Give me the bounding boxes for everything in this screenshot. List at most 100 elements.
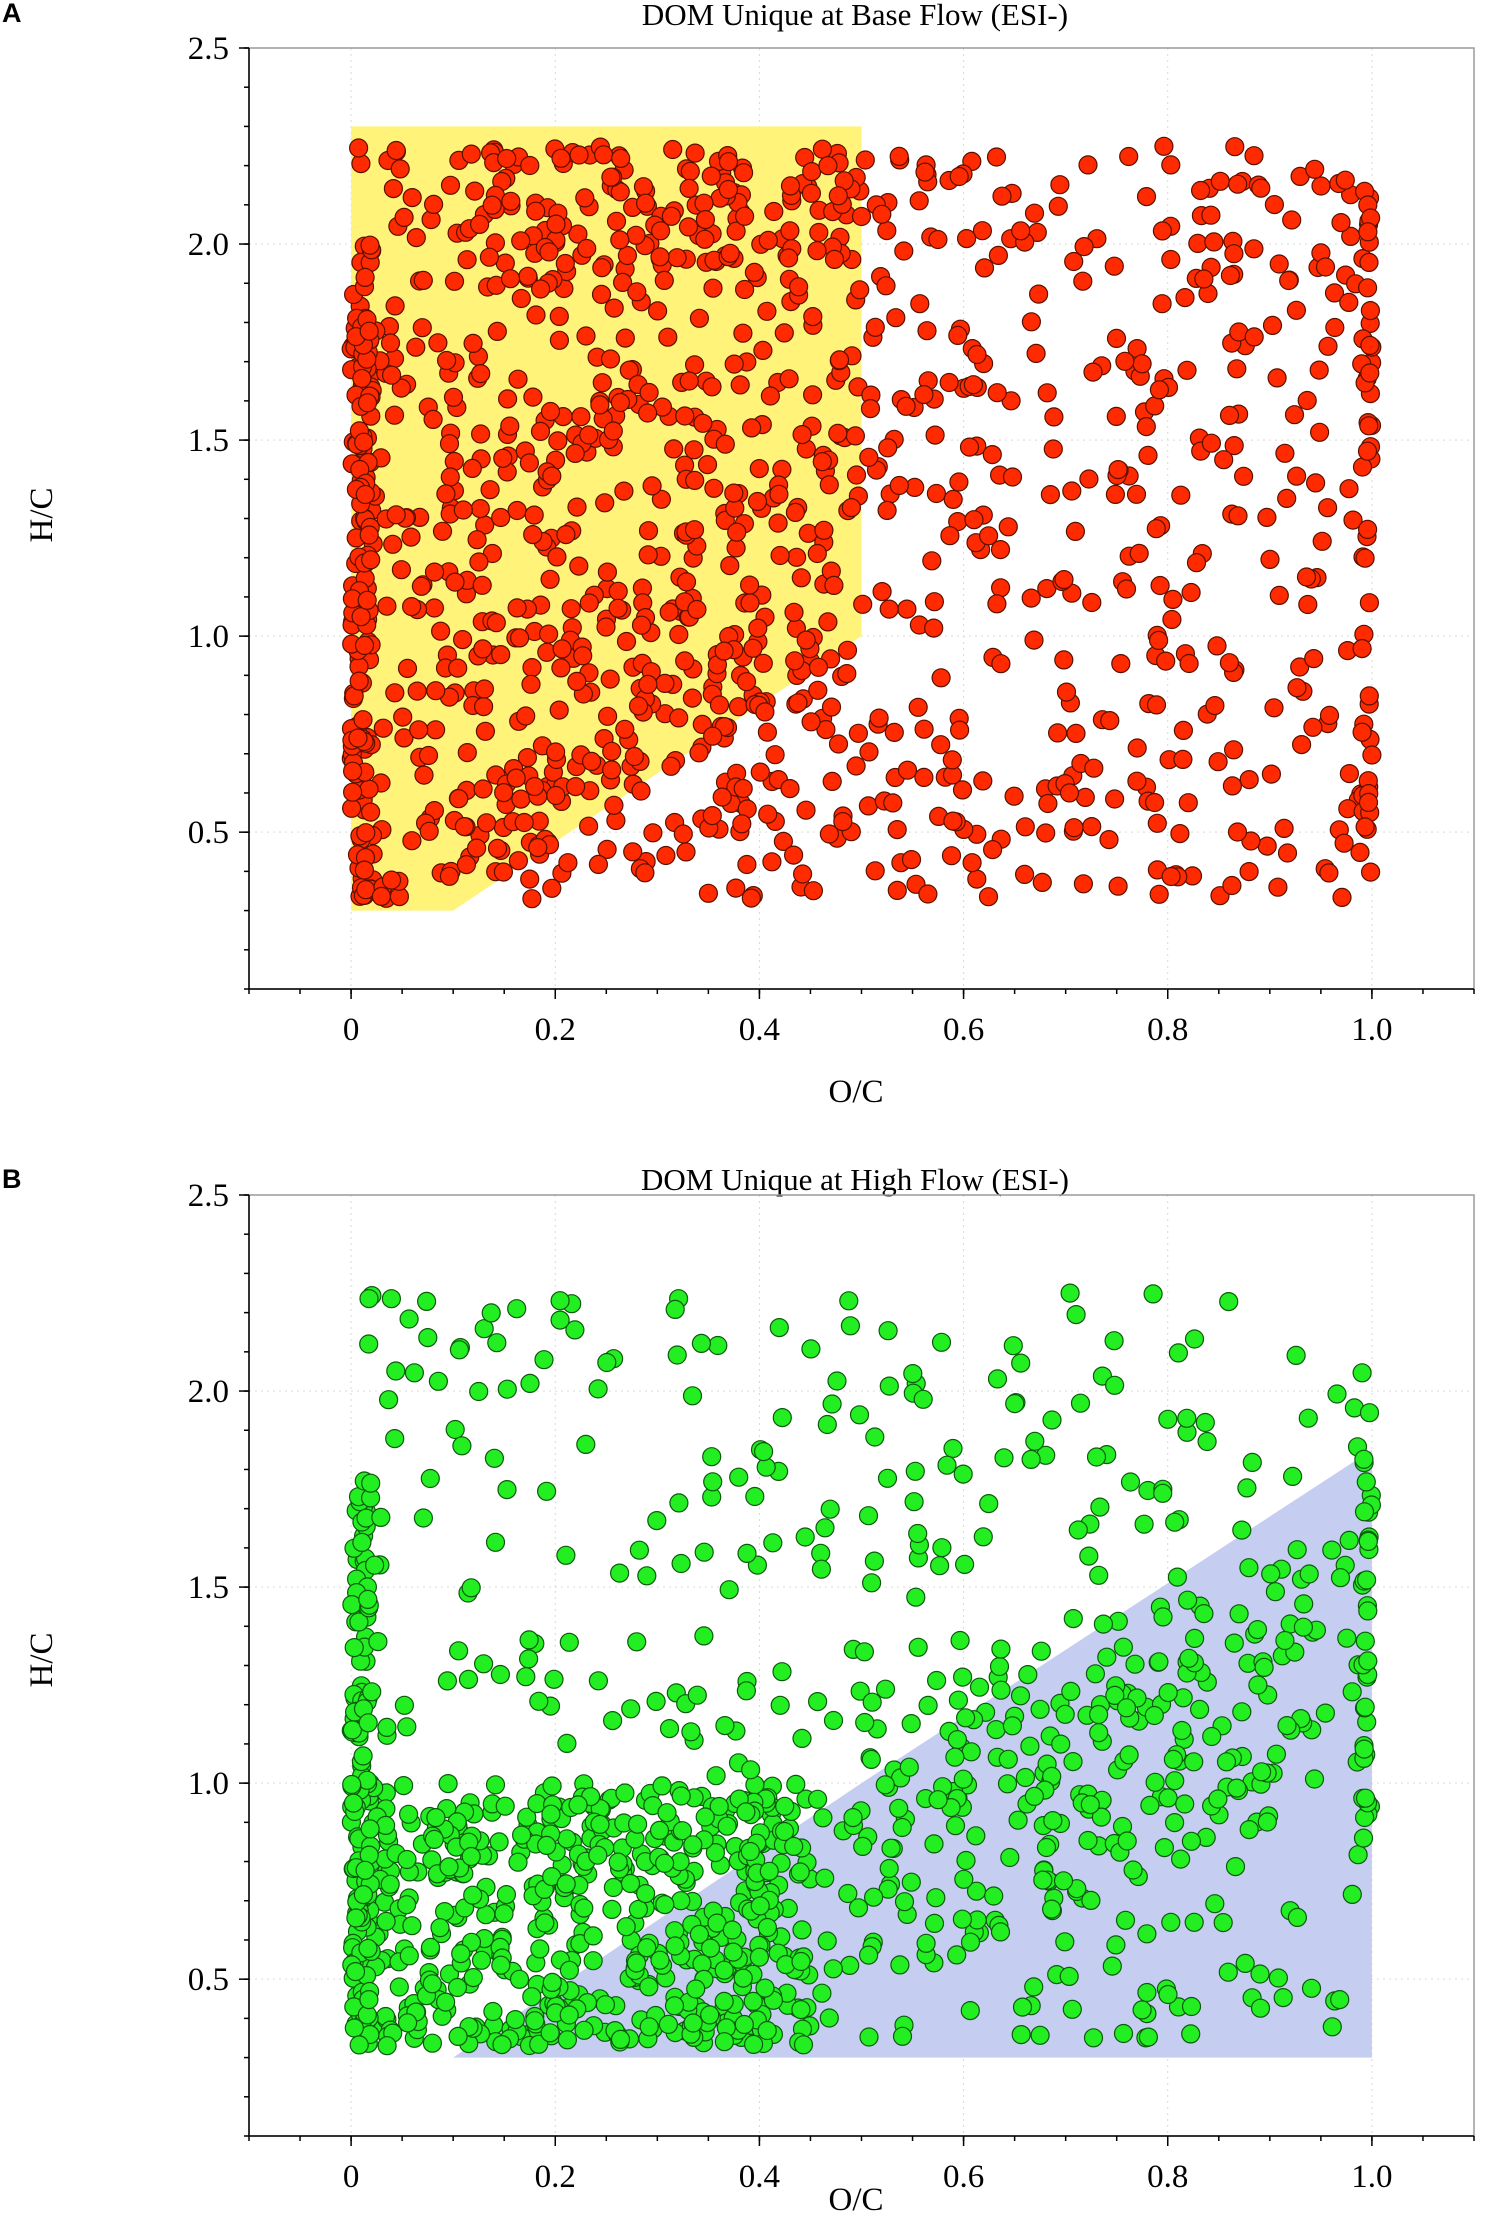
data-point xyxy=(774,323,794,343)
data-point xyxy=(394,1695,414,1715)
data-point xyxy=(860,399,881,419)
data-point xyxy=(1339,479,1359,499)
data-point xyxy=(1190,180,1211,201)
data-point xyxy=(1156,651,1176,671)
data-point xyxy=(705,1842,726,1863)
data-point xyxy=(952,1667,973,1687)
data-point xyxy=(1264,698,1284,718)
data-point xyxy=(875,1775,895,1795)
data-point xyxy=(592,373,612,393)
data-point xyxy=(1223,740,1244,760)
data-point xyxy=(1171,485,1191,505)
data-point xyxy=(1105,484,1126,504)
data-point xyxy=(511,288,531,309)
data-point xyxy=(915,162,935,182)
data-point xyxy=(879,1376,899,1396)
data-point xyxy=(551,658,571,678)
data-point xyxy=(444,271,465,291)
data-point xyxy=(994,1448,1014,1468)
data-point xyxy=(524,776,545,797)
data-point xyxy=(796,630,816,650)
data-point xyxy=(730,375,750,395)
data-point xyxy=(453,629,473,650)
data-point xyxy=(1254,1657,1274,1678)
data-point xyxy=(722,1920,742,1940)
data-point xyxy=(878,1321,898,1341)
data-point xyxy=(684,355,705,375)
data-point xyxy=(1104,256,1124,276)
data-point xyxy=(539,242,559,262)
data-point xyxy=(659,1718,680,1739)
data-point xyxy=(785,502,806,523)
data-point xyxy=(571,407,591,427)
data-point xyxy=(1152,294,1172,314)
data-point xyxy=(505,2009,525,2030)
data-point xyxy=(647,301,668,321)
data-point xyxy=(1342,1884,1362,1905)
data-point xyxy=(683,2013,703,2033)
data-point xyxy=(579,425,599,445)
data-point xyxy=(1026,343,1046,363)
data-point xyxy=(1233,466,1254,486)
data-point xyxy=(565,443,585,463)
data-point xyxy=(691,1333,712,1354)
data-point xyxy=(638,545,658,565)
data-point xyxy=(487,321,507,341)
data-point xyxy=(362,1682,382,1702)
data-point xyxy=(854,1642,875,1662)
data-point xyxy=(501,191,521,211)
data-point xyxy=(740,593,760,613)
data-point xyxy=(659,602,679,622)
data-point xyxy=(647,1510,667,1531)
data-point xyxy=(1054,569,1074,590)
data-point xyxy=(1354,1449,1374,1469)
data-point xyxy=(889,475,909,496)
data-point xyxy=(669,624,689,645)
data-point xyxy=(658,2014,679,2035)
data-point xyxy=(1081,1890,1101,1911)
data-point xyxy=(606,211,627,231)
data-point xyxy=(608,581,628,601)
data-point xyxy=(1089,1565,1109,1585)
data-point xyxy=(590,395,610,415)
data-point xyxy=(918,884,938,904)
data-point xyxy=(1055,1932,1075,1952)
data-point xyxy=(449,1340,469,1360)
data-point xyxy=(745,1486,765,1507)
data-point xyxy=(859,2027,879,2047)
data-point xyxy=(1359,416,1379,436)
data-point xyxy=(973,1527,993,1547)
data-point xyxy=(491,1955,511,1975)
data-point xyxy=(908,1637,928,1657)
data-point xyxy=(511,1825,532,1845)
data-point xyxy=(1083,362,1103,382)
data-point xyxy=(755,702,775,722)
data-point xyxy=(876,276,896,296)
data-point xyxy=(627,1632,647,1652)
data-point xyxy=(436,484,456,504)
data-point xyxy=(639,2017,659,2037)
data-point xyxy=(1137,1924,1157,1944)
data-point xyxy=(1154,136,1174,156)
data-point xyxy=(695,210,716,230)
data-point xyxy=(1214,450,1234,470)
data-point xyxy=(549,700,569,720)
data-point xyxy=(365,1555,385,1575)
data-point xyxy=(402,188,422,208)
data-point xyxy=(1024,203,1045,223)
data-point xyxy=(1161,155,1181,175)
data-point xyxy=(1264,195,1285,215)
data-point xyxy=(424,598,444,618)
y-tick-label: 1.0 xyxy=(188,1766,229,1802)
data-point xyxy=(858,796,879,816)
data-point xyxy=(1309,360,1329,380)
data-point xyxy=(947,1729,968,1750)
data-point xyxy=(1137,1982,1157,2003)
data-point xyxy=(1224,1633,1244,1653)
data-point xyxy=(542,1972,562,1993)
panel-b: B DOM Unique at High Flow (ESI-) 0 0.2 0.4… xyxy=(2,1162,1475,2214)
data-point xyxy=(574,1898,594,1918)
data-point xyxy=(418,745,439,766)
data-point xyxy=(439,1857,459,1877)
data-point xyxy=(952,1909,973,1929)
